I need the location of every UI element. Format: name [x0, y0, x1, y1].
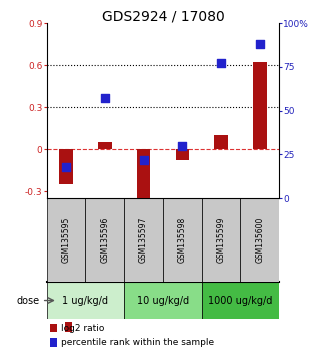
- Text: 1000 ug/kg/d: 1000 ug/kg/d: [208, 296, 273, 306]
- Point: [257, 41, 263, 47]
- Text: log2 ratio: log2 ratio: [61, 324, 104, 332]
- Text: 10 ug/kg/d: 10 ug/kg/d: [137, 296, 189, 306]
- Text: GSM135598: GSM135598: [178, 217, 187, 263]
- Bar: [214, 135, 228, 149]
- Text: GSM135597: GSM135597: [139, 217, 148, 263]
- Text: GSM135599: GSM135599: [217, 217, 226, 263]
- Title: GDS2924 / 17080: GDS2924 / 17080: [101, 9, 224, 23]
- Bar: [59, 149, 73, 184]
- Bar: [50, 338, 57, 347]
- Bar: [85, 198, 124, 282]
- Text: percentile rank within the sample: percentile rank within the sample: [61, 338, 214, 347]
- Bar: [253, 62, 267, 149]
- Bar: [240, 198, 279, 282]
- Point: [141, 157, 146, 162]
- Bar: [47, 282, 124, 319]
- Text: 1 ug/kg/d: 1 ug/kg/d: [62, 296, 108, 306]
- Bar: [163, 198, 202, 282]
- Text: GSM135596: GSM135596: [100, 217, 109, 263]
- Bar: [124, 282, 202, 319]
- Text: GSM135600: GSM135600: [256, 217, 265, 263]
- Point: [102, 96, 107, 101]
- Bar: [98, 142, 111, 149]
- Bar: [65, 322, 72, 332]
- Point: [63, 164, 68, 170]
- Point: [180, 143, 185, 148]
- Text: dose: dose: [17, 296, 40, 306]
- Bar: [50, 324, 57, 332]
- Bar: [47, 198, 85, 282]
- Bar: [202, 282, 279, 319]
- Bar: [124, 198, 163, 282]
- Text: GSM135595: GSM135595: [61, 217, 70, 263]
- Bar: [137, 149, 150, 198]
- Bar: [202, 198, 240, 282]
- Bar: [176, 149, 189, 160]
- Point: [219, 61, 224, 66]
